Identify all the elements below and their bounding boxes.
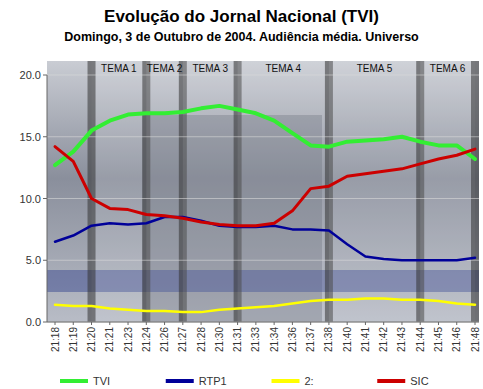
grid-line: [47, 136, 479, 137]
y-tick-label: 20.0: [20, 69, 41, 81]
y-tick-label: 10.0: [20, 193, 41, 205]
x-tick-label: 21:36: [287, 327, 298, 352]
x-tick-label: 21:20: [86, 327, 97, 352]
x-tick-label: 21:21: [104, 327, 115, 352]
series-line: [55, 299, 475, 313]
x-tick: [146, 322, 147, 325]
x-tick-label: 21:28: [196, 327, 207, 352]
x-tick-label: 21:45: [433, 327, 444, 352]
x-tick: [438, 322, 439, 325]
x-tick: [347, 322, 348, 325]
y-axis: [47, 75, 48, 322]
x-tick: [456, 322, 457, 325]
x-tick: [475, 322, 476, 325]
plot-background: [47, 61, 479, 322]
x-tick: [109, 322, 110, 325]
topic-band: [329, 61, 420, 322]
y-tick-label: 15.0: [20, 131, 41, 143]
x-tick-label: 21:27: [177, 327, 188, 352]
chart: Evolução do Jornal Nacional (TVI) Domingo…: [0, 0, 483, 389]
x-tick: [310, 322, 311, 325]
y-tick-label: 0.0: [26, 316, 41, 328]
grid-line: [47, 322, 479, 323]
x-tick: [55, 322, 56, 325]
x-tick-label: 21:33: [250, 327, 261, 352]
x-tick: [73, 322, 74, 325]
y-tick: [43, 322, 47, 323]
x-tick: [274, 322, 275, 325]
legend-label: 2:: [305, 375, 314, 387]
topic-label: TEMA 6: [430, 63, 466, 74]
x-tick: [401, 322, 402, 325]
x-tick: [255, 322, 256, 325]
legend-swatch: [166, 379, 194, 383]
y-tick: [43, 75, 47, 76]
x-tick: [420, 322, 421, 325]
y-tick-label: 5.0: [26, 254, 41, 266]
x-tick-label: 21:24: [141, 327, 152, 352]
grid-line: [47, 75, 479, 76]
x-tick: [328, 322, 329, 325]
legend-swatch: [60, 379, 88, 383]
x-tick-label: 21:23: [123, 327, 134, 352]
x-tick: [292, 322, 293, 325]
x-tick-label: 21:46: [451, 327, 462, 352]
x-tick-label: 21:38: [323, 327, 334, 352]
x-tick-label: 21:19: [68, 327, 79, 352]
x-tick: [219, 322, 220, 325]
x-tick-label: 21:31: [232, 327, 243, 352]
legend-label: RTP1: [199, 375, 227, 387]
x-tick-label: 21:42: [378, 327, 389, 352]
topic-band: [420, 61, 475, 322]
series-line: [55, 106, 475, 165]
topic-label: TEMA 3: [192, 63, 228, 74]
y-tick: [43, 260, 47, 261]
series-group: [55, 106, 475, 312]
topic-band: [238, 61, 329, 322]
title: Evolução do Jornal Nacional (TVI): [104, 7, 379, 26]
x-tick-label: 21:43: [396, 327, 407, 352]
topic-label: TEMA 5: [357, 63, 393, 74]
x-tick: [164, 322, 165, 325]
topic-band: [183, 61, 238, 322]
x-tick: [128, 322, 129, 325]
x-tick-label: 21:44: [415, 327, 426, 352]
topic-label: TEMA 2: [147, 63, 183, 74]
topic-separator: [471, 61, 479, 322]
x-tick-label: 21:34: [269, 327, 280, 352]
topic-label: TEMA 4: [265, 63, 301, 74]
x-axis: [47, 322, 479, 323]
x-tick-label: 21:37: [305, 327, 316, 352]
x-tick-label: 21:18: [50, 327, 61, 352]
x-tick: [91, 322, 92, 325]
subtitle: Domingo, 3 de Outubro de 2004. Audiência…: [64, 30, 419, 44]
x-tick-label: 21:48: [470, 327, 481, 352]
x-tick: [365, 322, 366, 325]
legend-swatch: [377, 379, 405, 383]
x-tick-label: 21:30: [214, 327, 225, 352]
grid-line: [47, 198, 479, 199]
x-tick: [237, 322, 238, 325]
topic-label: TEMA 1: [101, 63, 137, 74]
y-tick: [43, 136, 47, 137]
y-tick: [43, 198, 47, 199]
x-tick: [201, 322, 202, 325]
topic-band: [146, 61, 183, 322]
legend-swatch: [272, 379, 300, 383]
series-line: [55, 147, 475, 226]
legend-label: SIC: [410, 375, 428, 387]
x-tick: [383, 322, 384, 325]
legend-label: TVI: [93, 375, 110, 387]
x-tick-label: 21:41: [360, 327, 371, 352]
x-tick-label: 21:26: [159, 327, 170, 352]
topic-band: [92, 61, 147, 322]
x-tick-label: 21:40: [342, 327, 353, 352]
x-tick: [182, 322, 183, 325]
